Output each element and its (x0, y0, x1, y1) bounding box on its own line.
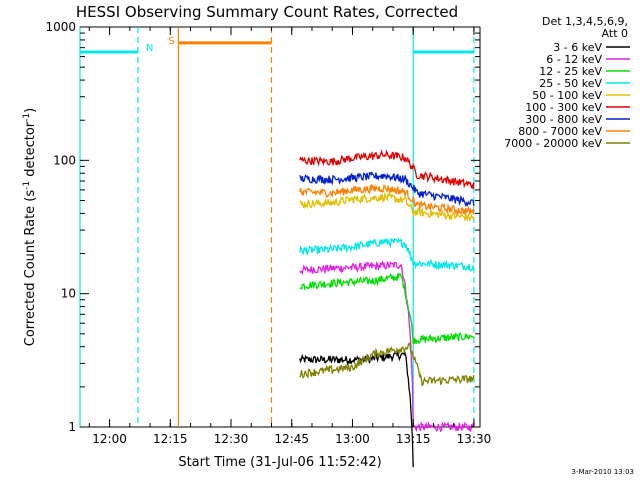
y-tick-label: 100 (53, 153, 76, 167)
plot-frame (79, 26, 481, 428)
legend-label: 800 - 7000 keV (518, 125, 602, 138)
x-tick-label: 13:15 (396, 432, 431, 446)
legend-label: 50 - 100 keV (532, 89, 602, 102)
series-line-3-6- (299, 349, 414, 468)
annotation-layer: NS (79, 27, 475, 427)
series-line-6-12- (299, 260, 475, 433)
series-layer (299, 149, 475, 468)
y-tick-label: 1000 (45, 20, 76, 34)
legend-header-line-1: Det 1,3,4,5,6,9, (542, 15, 628, 28)
legend-label: 300 - 800 keV (525, 113, 602, 126)
y-axis-label-mid: detector (23, 121, 38, 181)
annotation-label: N (146, 43, 153, 54)
series-line-25-50- (299, 237, 475, 272)
series-line-100-300- (299, 149, 475, 190)
x-tick-label: 13:30 (457, 432, 492, 446)
legend-label: 100 - 300 keV (525, 101, 602, 114)
series-line-12-25- (299, 273, 475, 345)
x-tick-label: 12:15 (153, 432, 188, 446)
x-tick-label: 12:30 (214, 432, 249, 446)
y-tick-label: 10 (61, 287, 76, 301)
series-line-800-7000- (299, 183, 475, 217)
series-line-300-800- (299, 170, 475, 208)
series-line-7000-20000- (299, 341, 475, 387)
y-axis-label-end: ) (23, 108, 38, 113)
legend-label: 7000 - 20000 keV (504, 137, 602, 150)
axes-layer: 12:00 12:15 12:30 12:45 13:00 13:15 13:30 1 10 10… (45, 20, 491, 446)
x-tick-label: 12:00 (92, 432, 127, 446)
chart-title: HESSI Observing Summary Count Rates, Cor… (76, 3, 458, 21)
y-axis-label-sup1: -1 (22, 181, 32, 190)
legend-label: 25 - 50 keV (539, 77, 602, 90)
x-tick-label: 12:45 (274, 432, 309, 446)
legend-label: 12 - 25 keV (539, 65, 602, 78)
legend-label: 6 - 12 keV (546, 53, 602, 66)
series-line-50-100- (299, 191, 475, 222)
footer-date: 3-Mar-2010 13:03 (572, 468, 634, 476)
y-axis-label-sup2: -1 (22, 113, 32, 122)
y-tick-label: 1 (68, 420, 76, 434)
legend-header-line-2: Att 0 (602, 27, 628, 40)
annotation-label: S (168, 36, 174, 47)
legend-label: 3 - 6 keV (553, 41, 602, 54)
y-axis-label-main: Corrected Count Rate (s (23, 190, 38, 347)
x-tick-label: 13:00 (335, 432, 370, 446)
y-axis-label: Corrected Count Rate (s-1 detector-1) (22, 108, 38, 346)
legend-header: Det 1,3,4,5,6,9, Att 0 (542, 15, 628, 40)
x-axis-label: Start Time (31-Jul-06 11:52:42) (178, 455, 381, 470)
